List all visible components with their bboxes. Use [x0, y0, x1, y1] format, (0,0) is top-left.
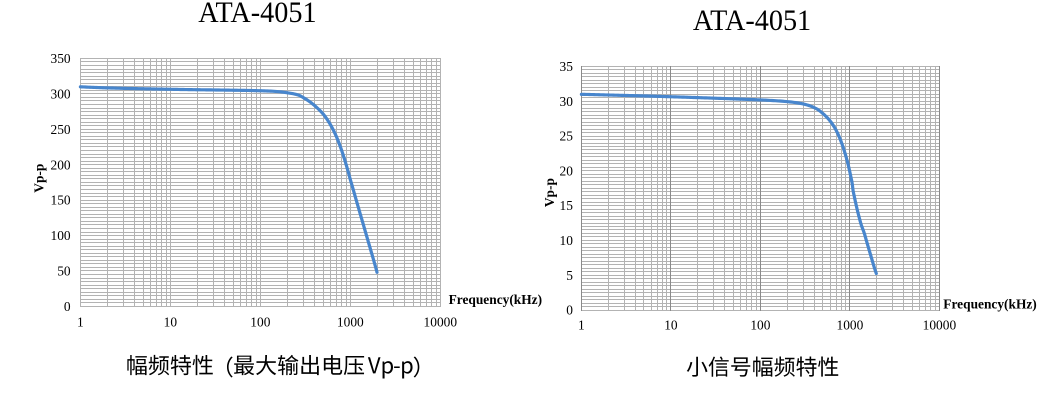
svg-text:1: 1 [578, 317, 585, 332]
svg-text:100: 100 [250, 315, 270, 330]
svg-text:20: 20 [560, 163, 574, 178]
svg-text:5: 5 [566, 268, 573, 283]
svg-text:30: 30 [560, 94, 574, 109]
svg-text:10: 10 [164, 315, 178, 330]
svg-text:0: 0 [64, 299, 71, 314]
svg-text:100: 100 [51, 228, 71, 243]
svg-text:100: 100 [750, 317, 770, 332]
svg-text:1: 1 [77, 315, 84, 330]
svg-text:150: 150 [51, 193, 71, 208]
svg-text:Frequency(kHz): Frequency(kHz) [449, 292, 542, 307]
svg-text:10: 10 [560, 233, 574, 248]
svg-text:35: 35 [560, 59, 574, 74]
svg-text:ATA-4051: ATA-4051 [693, 4, 811, 37]
svg-text:250: 250 [51, 122, 71, 137]
svg-text:Vp-p: Vp-p [32, 164, 47, 193]
svg-text:350: 350 [51, 51, 71, 66]
svg-text:10000: 10000 [424, 315, 458, 330]
svg-text:Frequency(kHz): Frequency(kHz) [943, 297, 1036, 312]
svg-text:0: 0 [566, 303, 573, 318]
svg-text:15: 15 [560, 198, 574, 213]
svg-text:ATA-4051: ATA-4051 [198, 0, 316, 29]
svg-text:1000: 1000 [337, 315, 364, 330]
svg-text:25: 25 [560, 129, 574, 144]
svg-text:1000: 1000 [837, 317, 864, 332]
svg-text:Vp-p: Vp-p [542, 178, 557, 207]
svg-text:300: 300 [51, 86, 71, 101]
svg-text:10000: 10000 [923, 317, 957, 332]
svg-text:200: 200 [51, 157, 71, 172]
svg-text:50: 50 [57, 264, 71, 279]
svg-text:10: 10 [664, 317, 678, 332]
